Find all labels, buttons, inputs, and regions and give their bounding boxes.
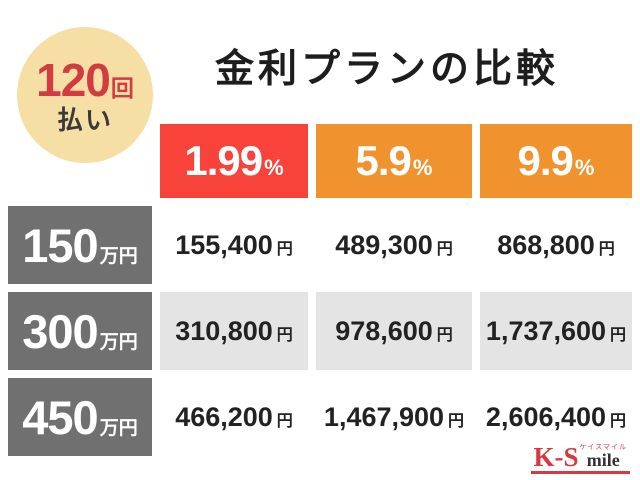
cell-value: 1,737,600 xyxy=(485,315,607,346)
yen-unit: 円 xyxy=(436,240,453,258)
logo-prefix: K-S xyxy=(533,441,579,472)
cell-value: 1,467,900 xyxy=(323,401,445,432)
table-cell-r2c1: 310,800 円 xyxy=(160,292,308,370)
rate-header-col3: 9.9 % xyxy=(480,124,632,198)
yen-unit: 円 xyxy=(610,326,627,344)
cell-value: 868,800 xyxy=(497,229,595,260)
table-cell-r1c2: 489,300 円 xyxy=(316,206,472,284)
row-header-text: 450 万円 xyxy=(22,390,137,445)
amount-value: 150 xyxy=(22,218,98,272)
cell-value: 489,300 xyxy=(335,229,433,260)
rate-value: 5.9 xyxy=(355,137,412,184)
rate-header-col1: 1.99 % xyxy=(160,124,308,198)
amount-value: 300 xyxy=(22,304,98,358)
yen-unit: 円 xyxy=(276,240,293,258)
payment-count-unit: 回 xyxy=(110,75,134,102)
amount-unit: 万円 xyxy=(99,417,138,439)
payment-count-badge: 120 回 払い xyxy=(17,27,153,163)
cell-value: 978,600 xyxy=(335,315,433,346)
rate-value: 1.99 xyxy=(184,137,263,184)
table-cell-r3c2: 1,467,900 円 xyxy=(316,378,472,456)
ksmile-logo: K-S ケイスマイル mile xyxy=(530,441,630,474)
percent-sign: % xyxy=(574,155,595,180)
comparison-table: 1.99 % 5.9 % 9.9 % 150 万円 155,400 xyxy=(8,124,632,456)
payment-count-label: 払い xyxy=(56,104,113,135)
cell-value: 155,400 xyxy=(175,229,273,260)
percent-sign: % xyxy=(412,155,433,180)
yen-unit: 円 xyxy=(276,326,293,344)
cell-text: 310,800 円 xyxy=(175,316,293,347)
table-cell-r1c1: 155,400 円 xyxy=(160,206,308,284)
ksmile-logo-text: K-S ケイスマイル mile xyxy=(533,441,627,472)
cell-text: 868,800 円 xyxy=(497,230,615,261)
table-cell-r3c3: 2,606,400 円 xyxy=(480,378,632,456)
row-header-text: 300 万円 xyxy=(22,304,137,359)
amount-unit: 万円 xyxy=(99,331,138,353)
row-header-text: 150 万円 xyxy=(22,218,137,273)
cell-text: 466,200 円 xyxy=(175,402,293,433)
amount-value: 450 xyxy=(22,390,98,444)
row-header-300: 300 万円 xyxy=(8,292,152,370)
payment-count-line: 120 回 xyxy=(36,54,134,107)
row-header-150: 150 万円 xyxy=(8,206,152,284)
payment-count-value: 120 xyxy=(36,54,111,107)
percent-sign: % xyxy=(264,155,284,180)
amount-unit: 万円 xyxy=(99,245,138,267)
cell-text: 2,606,400 円 xyxy=(486,402,626,433)
row-header-450: 450 万円 xyxy=(8,378,152,456)
table-cell-r1c3: 868,800 円 xyxy=(480,206,632,284)
table-corner-spacer xyxy=(8,124,152,198)
yen-unit: 円 xyxy=(436,326,453,344)
logo-kana: ケイスマイル xyxy=(579,444,627,451)
cell-text: 1,737,600 円 xyxy=(486,316,626,347)
table-cell-r3c1: 466,200 円 xyxy=(160,378,308,456)
yen-unit: 円 xyxy=(448,412,465,430)
rate-header-text: 5.9 % xyxy=(356,137,433,185)
cell-value: 2,606,400 xyxy=(485,401,607,432)
page-title: 金利プランの比較 xyxy=(215,48,560,91)
cell-text: 155,400 円 xyxy=(175,230,293,261)
cell-text: 1,467,900 円 xyxy=(324,402,464,433)
cell-text: 489,300 円 xyxy=(335,230,453,261)
rate-value: 9.9 xyxy=(517,137,574,184)
cell-text: 978,600 円 xyxy=(335,316,453,347)
cell-value: 466,200 xyxy=(175,401,273,432)
logo-suffix-block: ケイスマイル mile xyxy=(580,444,627,469)
logo-suffix: mile xyxy=(586,450,620,470)
yen-unit: 円 xyxy=(610,412,627,430)
yen-unit: 円 xyxy=(598,240,615,258)
rate-header-text: 9.9 % xyxy=(518,137,595,185)
rate-header-text: 1.99 % xyxy=(184,137,283,185)
table-cell-r2c3: 1,737,600 円 xyxy=(480,292,632,370)
rate-header-col2: 5.9 % xyxy=(316,124,472,198)
yen-unit: 円 xyxy=(276,412,293,430)
table-cell-r2c2: 978,600 円 xyxy=(316,292,472,370)
cell-value: 310,800 xyxy=(175,315,273,346)
